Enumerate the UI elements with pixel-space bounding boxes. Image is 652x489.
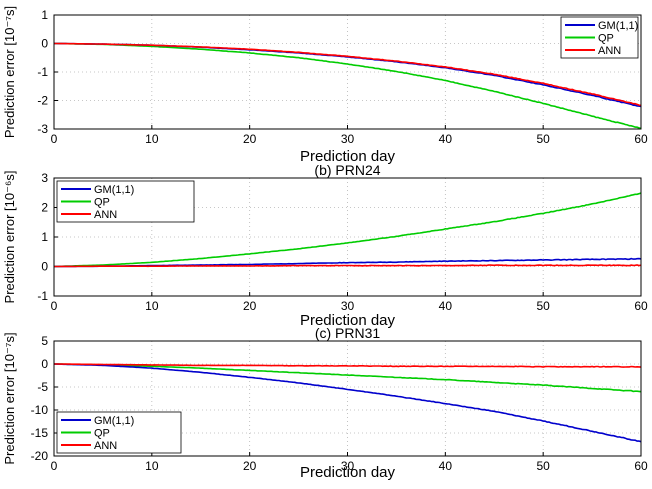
y-tick-label: -10 xyxy=(31,403,49,417)
x-tick-label: 40 xyxy=(439,132,453,146)
x-tick-label: 20 xyxy=(243,299,257,313)
legend-box xyxy=(56,411,182,454)
y-axis-label: Prediction error [10⁻⁷s] xyxy=(2,332,17,464)
axes-frame xyxy=(53,340,642,457)
y-tick-label: 0 xyxy=(41,37,48,51)
legend-label: QP xyxy=(94,197,110,209)
x-axis-label: Prediction day xyxy=(300,464,396,481)
series-line-ann xyxy=(54,264,641,268)
x-tick-label: 50 xyxy=(536,132,550,146)
y-tick-label: 2 xyxy=(41,201,48,215)
y-tick-label: 0 xyxy=(41,260,48,274)
panel-title: (c) PRN31 xyxy=(315,325,381,341)
y-tick-label: -2 xyxy=(37,94,48,108)
legend-label: ANN xyxy=(94,440,117,452)
y-tick-label: 1 xyxy=(41,8,48,22)
x-tick-label: 50 xyxy=(536,299,550,313)
x-tick-label: 10 xyxy=(145,299,159,313)
legend-label: ANN xyxy=(94,209,117,221)
x-tick-label: 60 xyxy=(634,299,648,313)
x-axis-label: Prediction day xyxy=(300,148,396,165)
x-tick-label: 20 xyxy=(243,132,257,146)
x-tick-label: 10 xyxy=(145,459,159,473)
y-tick-label: 0 xyxy=(41,357,48,371)
x-tick-label: 60 xyxy=(634,132,648,146)
legend-label: GM(1,1) xyxy=(94,184,134,196)
series-line-ann xyxy=(54,363,641,368)
legend-label: ANN xyxy=(598,45,621,57)
series-line-ann xyxy=(54,42,641,107)
x-axis-label: Prediction day xyxy=(300,312,396,329)
series-line-gm-1-1 xyxy=(54,363,641,443)
y-tick-label: -20 xyxy=(31,449,49,463)
x-tick-label: 30 xyxy=(341,459,355,473)
y-tick-label: -5 xyxy=(37,380,48,394)
y-axis-label: Prediction error [10⁻⁶s] xyxy=(2,171,17,304)
chart-panel-2: 0 10 20 30 40 50 60-10123GM(1,1)QPANNPredictio… xyxy=(2,162,648,329)
y-tick-label: 3 xyxy=(41,171,48,185)
y-tick-label: -3 xyxy=(37,122,48,136)
y-tick-label: 1 xyxy=(41,230,48,244)
axes-frame xyxy=(53,177,642,297)
x-tick-label: 10 xyxy=(145,132,159,146)
legend-label: GM(1,1) xyxy=(598,20,638,32)
legend-label: QP xyxy=(94,428,110,440)
x-tick-label: 0 xyxy=(51,459,58,473)
legend-label: QP xyxy=(598,33,614,45)
x-tick-label: 0 xyxy=(51,132,58,146)
x-tick-label: 40 xyxy=(439,459,453,473)
x-tick-label: 20 xyxy=(243,459,257,473)
x-tick-label: 50 xyxy=(536,459,550,473)
series-line-qp xyxy=(54,363,641,393)
y-tick-label: 5 xyxy=(41,334,48,348)
legend-label: GM(1,1) xyxy=(94,415,134,427)
x-tick-label: 0 xyxy=(51,299,58,313)
y-tick-label: -1 xyxy=(37,289,48,303)
y-tick-label: -15 xyxy=(31,426,49,440)
y-tick-label: -1 xyxy=(37,65,48,79)
series-line-qp xyxy=(54,42,641,129)
y-axis-label: Prediction error [10⁻⁷s] xyxy=(2,6,17,138)
panel-title: (b) PRN24 xyxy=(314,162,380,178)
x-tick-label: 30 xyxy=(341,299,355,313)
x-tick-label: 30 xyxy=(341,132,355,146)
axes-frame xyxy=(53,14,642,130)
x-tick-label: 60 xyxy=(634,459,648,473)
x-tick-label: 40 xyxy=(439,299,453,313)
series-line-qp xyxy=(54,192,641,268)
